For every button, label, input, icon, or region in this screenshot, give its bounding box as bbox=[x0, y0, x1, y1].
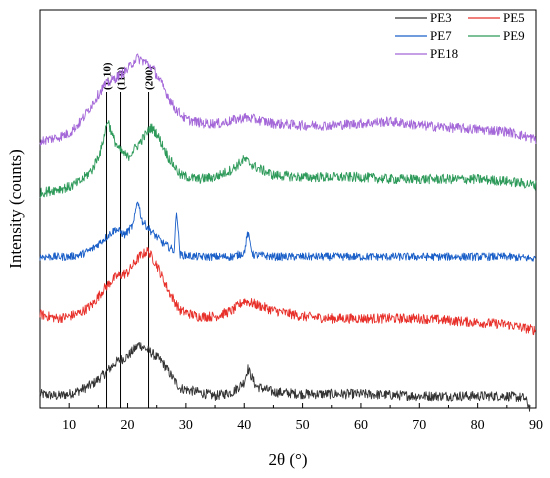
series-line-pe18 bbox=[39, 53, 537, 146]
legend-label-pe3: PE3 bbox=[430, 10, 452, 25]
legend-label-pe9: PE9 bbox=[503, 28, 525, 43]
legend-label-pe5: PE5 bbox=[503, 10, 525, 25]
x-tick-label: 40 bbox=[237, 418, 251, 433]
x-tick-label: 60 bbox=[354, 418, 368, 433]
x-tick-label: 50 bbox=[296, 418, 310, 433]
x-axis-title: 2θ (°) bbox=[268, 450, 307, 469]
x-tick-label: 90 bbox=[529, 418, 543, 433]
x-axis-ticks: 10 20 30 40 50 60 70 80 90 bbox=[62, 403, 543, 433]
x-tick-label: 10 bbox=[62, 418, 76, 433]
series-line-pe7 bbox=[39, 201, 537, 262]
x-tick-label: 30 bbox=[179, 418, 193, 433]
x-tick-label: 80 bbox=[471, 418, 485, 433]
legend-label-pe7: PE7 bbox=[430, 28, 452, 43]
plot-frame bbox=[39, 9, 537, 409]
x-tick-label: 70 bbox=[412, 418, 426, 433]
legend-label-pe18: PE18 bbox=[430, 46, 458, 61]
series-line-pe9 bbox=[39, 120, 537, 199]
legend: PE3 PE5 PE7 PE9 PE18 bbox=[395, 10, 525, 61]
series-group bbox=[39, 53, 537, 412]
series-line-pe3 bbox=[39, 342, 531, 412]
reference-line-label: (200) bbox=[144, 66, 156, 90]
series-line-pe5 bbox=[39, 246, 537, 336]
y-axis-title: Intensity (counts) bbox=[6, 149, 25, 268]
x-tick-label: 20 bbox=[121, 418, 135, 433]
